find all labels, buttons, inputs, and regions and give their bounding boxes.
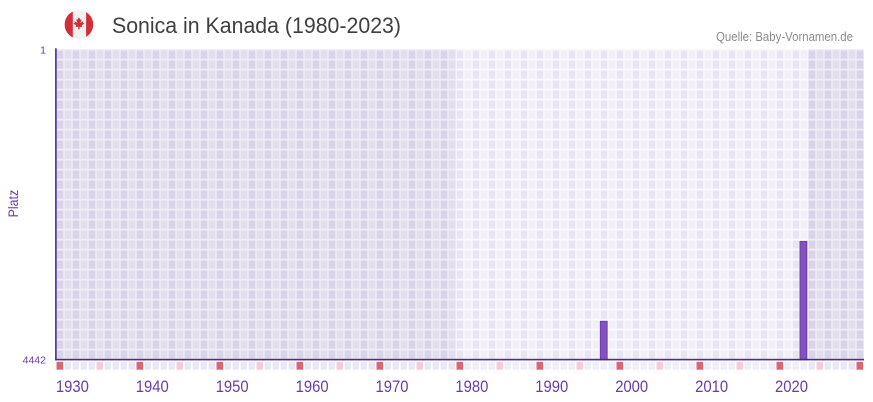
svg-text:1990: 1990 xyxy=(535,378,568,396)
svg-text:1930: 1930 xyxy=(56,378,89,396)
svg-text:1950: 1950 xyxy=(216,378,249,396)
svg-text:Sonica in Kanada (1980-2023): Sonica in Kanada (1980-2023) xyxy=(112,13,401,38)
svg-text:2000: 2000 xyxy=(615,378,648,396)
svg-text:1960: 1960 xyxy=(296,378,329,396)
svg-text:1: 1 xyxy=(40,45,46,57)
svg-text:1980: 1980 xyxy=(455,378,488,396)
svg-text:1940: 1940 xyxy=(136,378,169,396)
svg-text:4442: 4442 xyxy=(23,355,47,367)
svg-text:1970: 1970 xyxy=(376,378,409,396)
svg-text:Platz: Platz xyxy=(6,190,21,218)
svg-text:2020: 2020 xyxy=(775,378,808,396)
svg-text:Quelle: Baby-Vornamen.de: Quelle: Baby-Vornamen.de xyxy=(716,29,853,44)
svg-text:2010: 2010 xyxy=(695,378,728,396)
